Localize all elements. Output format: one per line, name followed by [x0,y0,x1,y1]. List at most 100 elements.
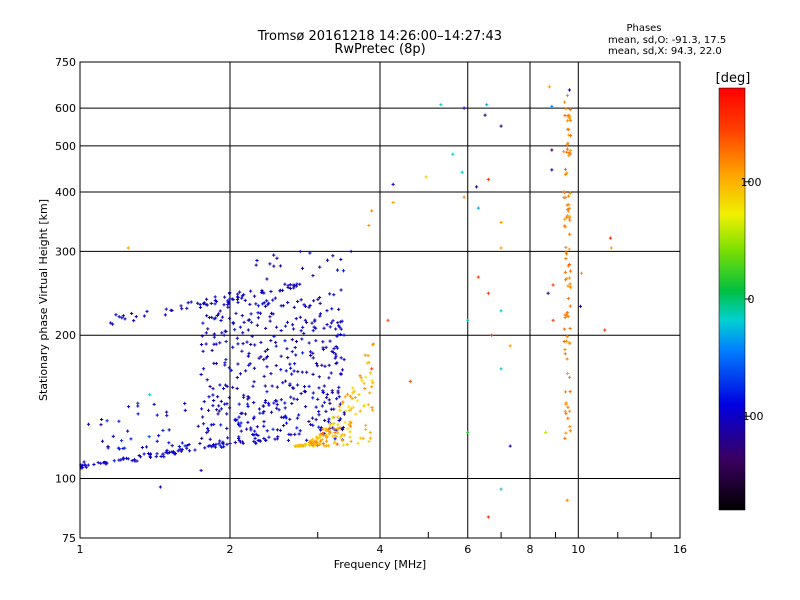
data-point-spread-f [233,328,237,332]
data-point-o-trace [112,459,116,463]
data-point-spread-f [297,413,301,417]
y-axis-label: Stationary phase Virtual Height [km] [37,199,50,401]
data-point-column-9.5 [566,284,570,288]
data-point-x-trace [340,433,344,437]
data-point-spread-f [279,368,283,372]
data-point [546,291,550,295]
data-point-x-trace [343,395,347,399]
data-point-o-trace [132,457,137,462]
data-point-spread-f [288,383,292,388]
data-point-spread-f [227,406,232,410]
data-point-spread-f [253,343,257,347]
data-point-spread-f [273,296,277,300]
data-point-f-trace [110,322,115,326]
data-point-x-trace [321,442,326,446]
data-point-spread-f [251,384,255,388]
data-point-column-9.5 [565,142,569,146]
data-point-spread-low [116,446,120,450]
data-point-spread-low [225,412,229,416]
data-point-spread-f [239,421,243,425]
data-point-spread-f [237,435,241,439]
data-point-f-trace [252,294,257,298]
data-point-spread-f [201,321,205,325]
plot-frame [79,61,681,539]
data-point-spread-f [327,363,331,367]
data-point-spread-f [225,426,229,431]
data-point-spread-f [263,400,267,405]
data-point-spread-f [267,301,271,305]
data-point-column-9.5 [562,339,566,344]
data-point-spread-low [217,409,221,413]
data-point-spread-f [213,302,217,306]
data-point [508,444,512,448]
data-point-spread-low [157,434,161,438]
data-point-x-trace [364,423,368,427]
data-point-column-9.5 [564,412,568,416]
data-point-spread-f [231,385,235,389]
data-point-spread-f [327,417,331,421]
data-point-o-trace [155,452,159,456]
data-point-spread-low [120,439,124,443]
y-tick-label: 500 [55,140,76,153]
data-point-column-9.5 [566,296,571,301]
data-point-column-9.5 [565,311,569,315]
data-point-spread-high [255,258,259,263]
data-point-x-trace [346,427,350,431]
data-point-spread-f [202,400,206,404]
data-point-o-trace [165,448,169,453]
data-point-spread-f [332,346,336,351]
data-point-x-trace [361,436,365,440]
data-point-f-trace [121,314,126,318]
data-point-column-9.5 [568,409,572,413]
data-point-o-trace [99,461,103,465]
data-point-column-9.5 [563,167,568,171]
data-point-o-trace [179,449,183,453]
data-point-spread-f [234,311,238,315]
data-point-spread-f [246,420,250,424]
data-point-spread-f [227,301,231,305]
data-point-spread-f [292,386,296,390]
data-point-spread-f [242,393,246,397]
data-point-spread-f [295,397,299,401]
data-point-spread-f [303,405,308,409]
data-point-column-9.5 [563,347,567,352]
data-point-x-trace [333,430,337,435]
data-point [148,393,152,397]
data-point-spread-f [317,410,321,414]
data-point-spread-f [316,297,320,301]
data-point-column-9.5 [565,335,569,339]
data-point-x-trace [370,385,374,389]
data-point-spread-high [298,282,302,286]
data-point [499,487,503,491]
data-point-spread-low [147,435,151,439]
data-point-spread-high [339,257,343,262]
data-point-spread-low [123,446,127,450]
data-point-spread-f [216,395,220,399]
data-point-x-trace [324,426,328,431]
data-point-spread-f [240,313,244,318]
data-point-column-9.5 [565,150,569,154]
data-point-o-trace [237,438,241,443]
data-point-f-trace [288,283,292,287]
data-point-x-trace [365,361,369,365]
data-point-spread-f [323,364,327,368]
data-point-spread-low [206,429,210,433]
data-point-spread-f [279,398,283,402]
data-point-spread-f [311,423,315,427]
data-point-spread-f [297,432,301,436]
data-point-spread-f [301,325,305,329]
data-point-column-9.5 [568,214,572,218]
data-point-spread-f [265,390,269,394]
data-point-column-9.5 [568,326,572,331]
data-point-spread-f [205,314,209,318]
data-point-f-trace [185,306,189,310]
data-point-spread-f [220,315,225,319]
x-tick-label: 2 [227,543,234,556]
data-point-spread-f [268,319,272,323]
data-point-spread-f [207,315,212,320]
data-point-column-9.5 [566,114,570,118]
data-point-o-trace [225,442,229,446]
data-point-spread-f [220,331,224,335]
data-point-spread-f [237,415,241,419]
data-point-spread-f [290,401,294,406]
